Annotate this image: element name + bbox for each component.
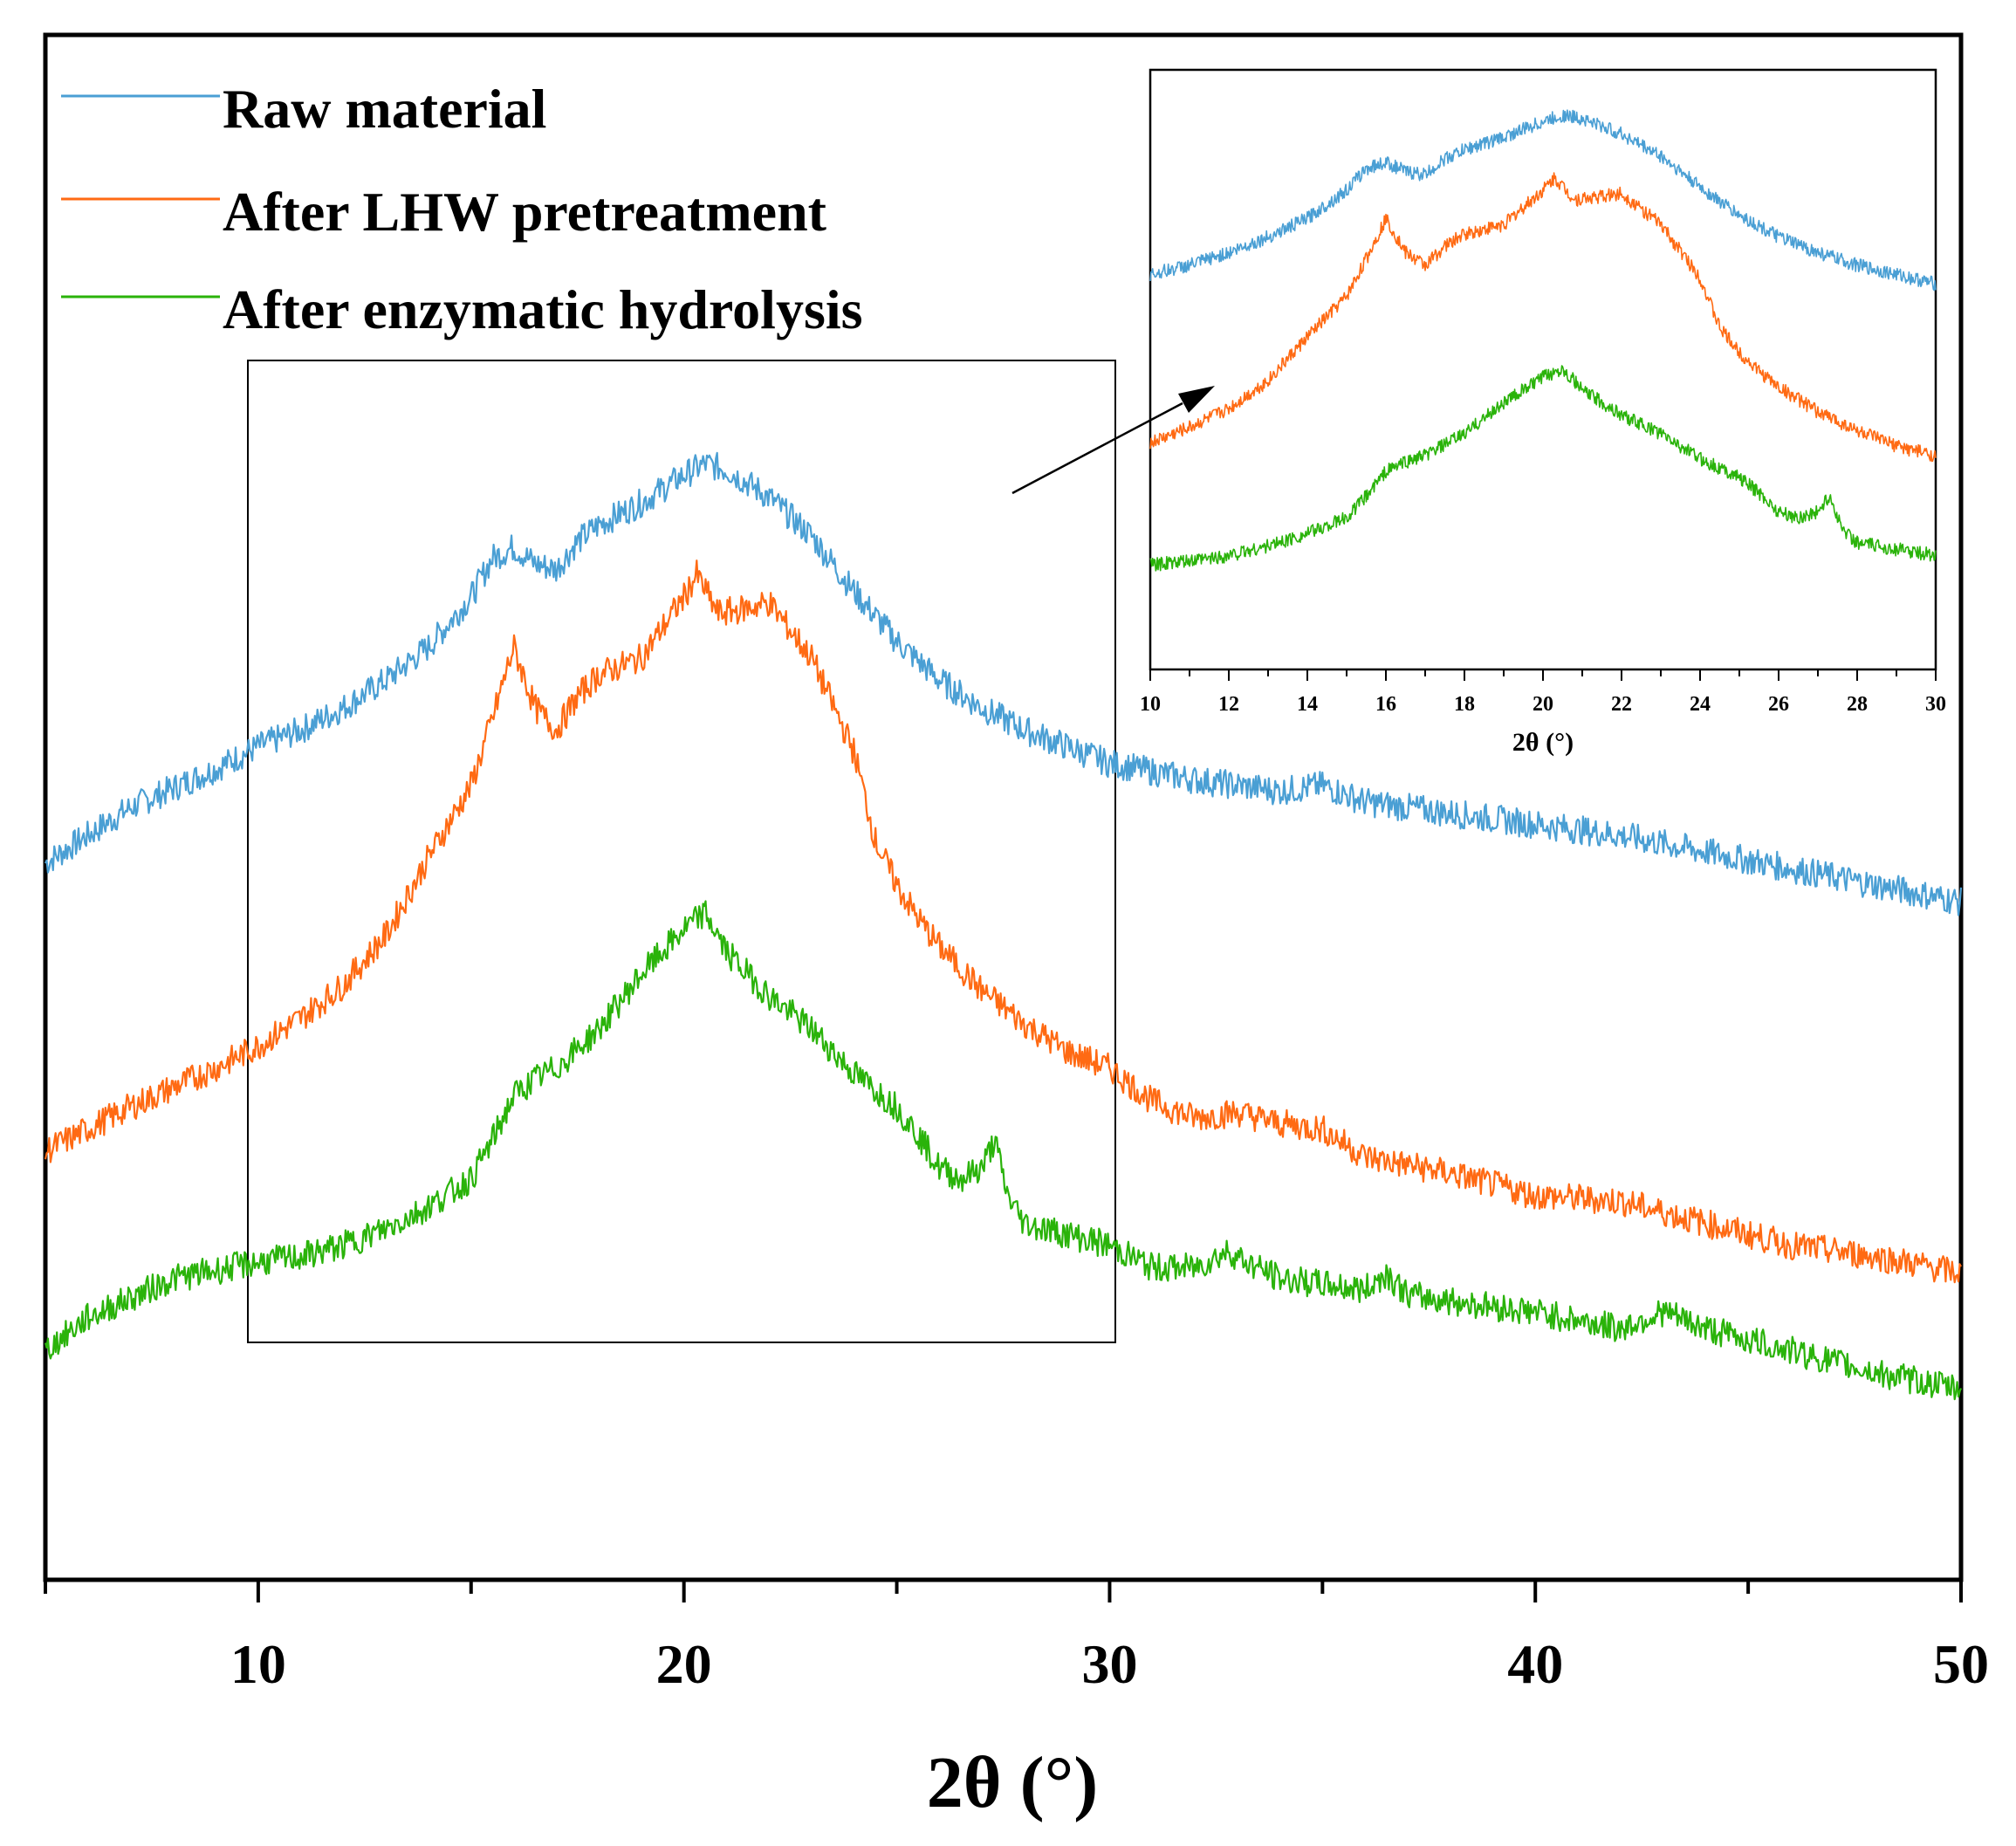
main-tick-label: 20	[656, 1633, 712, 1695]
inset-tick-label: 30	[1925, 693, 1946, 716]
main-series-line-1	[44, 559, 1962, 1284]
legend-label-raw-material: Raw material	[223, 78, 546, 140]
inset-tick-label: 14	[1297, 693, 1318, 716]
inset-x-ticks: 10 12 14 16 18 20 22 24 26 28 30	[1140, 669, 1946, 716]
inset-tick-label: 12	[1218, 693, 1239, 716]
inset-tick-label: 18	[1454, 693, 1475, 716]
main-plot-frame	[43, 32, 1964, 1582]
zoom-region-box	[247, 360, 1116, 1343]
inset-series-line-0	[1149, 109, 1937, 292]
zoom-arrow-line	[1011, 401, 1183, 495]
main-tick-label: 50	[1933, 1633, 1989, 1695]
main-tick-label: 40	[1507, 1633, 1563, 1695]
inset-tick-label: 16	[1375, 693, 1396, 716]
legend: Raw material After LHW pretreatment Afte…	[61, 78, 863, 340]
zoom-arrow-head	[1178, 386, 1215, 413]
legend-label-enzymatic: After enzymatic hydrolysis	[223, 278, 863, 340]
main-series-group	[44, 451, 1963, 1401]
inset-x-axis-label: 2θ (°)	[1512, 728, 1574, 757]
inset-tick-label: 28	[1847, 693, 1868, 716]
legend-label-lhw: After LHW pretreatment	[223, 181, 827, 243]
inset-plot-frame	[1149, 68, 1937, 671]
main-tick-label: 30	[1081, 1633, 1137, 1695]
main-x-axis-label: 2θ (°)	[927, 1742, 1098, 1823]
inset-series-line-1	[1149, 172, 1937, 463]
inset-tick-label: 20	[1533, 693, 1553, 716]
inset-tick-label: 24	[1690, 693, 1711, 716]
main-series-line-0	[44, 451, 1963, 916]
main-series-line-2	[44, 900, 1963, 1401]
main-x-ticks: 10 20 30 40 50	[44, 1580, 1989, 1695]
inset-tick-label: 10	[1140, 693, 1161, 716]
main-tick-label: 10	[230, 1633, 286, 1695]
inset-tick-label: 26	[1768, 693, 1789, 716]
inset-tick-label: 22	[1611, 693, 1632, 716]
inset-series-line-2	[1149, 365, 1937, 572]
inset-series-group	[1149, 109, 1937, 572]
